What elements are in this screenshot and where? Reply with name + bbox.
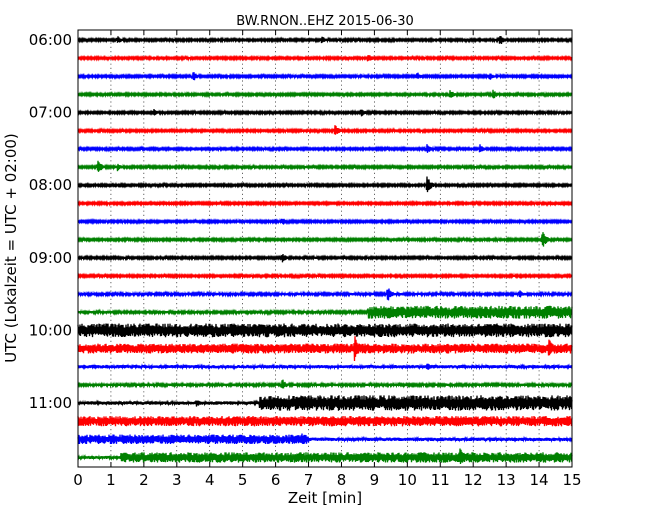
x-axis-label: Zeit [min] [288,489,362,507]
trace-line [77,125,573,135]
y-tick-label: 09:00 [29,249,72,267]
trace-line [77,108,573,117]
trace-line [77,89,573,99]
trace-line [77,336,573,362]
x-tick-label: 4 [205,471,215,489]
x-tick-label: 3 [172,471,182,489]
chart-title: BW.RNON..EHZ 2015-06-30 [236,14,414,29]
x-tick-label: 7 [304,471,314,489]
x-tick-label: 5 [238,471,248,489]
y-tick-label: 10:00 [29,321,72,339]
traces [77,35,573,464]
y-tick-label: 07:00 [29,104,72,122]
y-tick-label: 11:00 [29,394,72,412]
trace-line [77,176,573,193]
x-axis-ticks: 0 1 2 3 4 5 6 7 8 9 10 11 12 13 14 15 [73,30,582,489]
trace-line [77,395,573,411]
trace-line [77,72,573,81]
x-tick-label: 9 [370,471,380,489]
trace-line [77,448,573,464]
trace-line [77,288,573,301]
trace-line [77,433,573,445]
x-tick-label: 11 [431,471,450,489]
trace-line [77,254,573,263]
x-tick-label: 15 [562,471,581,489]
x-tick-label: 14 [530,471,549,489]
x-tick-label: 6 [271,471,281,489]
y-tick-label: 08:00 [29,176,72,194]
trace-line [77,305,573,319]
x-tick-label: 0 [73,471,83,489]
trace-line [77,272,573,280]
trace-line [77,54,573,62]
trace-line [77,144,573,153]
trace-line [77,379,573,389]
trace-line [77,35,573,44]
x-tick-label: 13 [497,471,516,489]
trace-line [77,232,573,247]
x-tick-label: 10 [398,471,417,489]
x-tick-label: 1 [106,471,116,489]
plot-area-frame [77,29,573,468]
x-tick-label: 2 [139,471,149,489]
trace-line [77,362,573,371]
trace-line [77,323,573,338]
y-axis-ticks: 06:00 07:00 08:00 09:00 10:00 11:00 [29,31,572,412]
trace-line [77,415,573,427]
trace-line [77,199,573,207]
y-axis-label: UTC (Lokalzeit = UTC + 02:00) [2,133,20,363]
x-tick-label: 12 [464,471,483,489]
y-tick-label: 06:00 [29,31,72,49]
grid [110,30,540,467]
trace-line [77,217,573,226]
trace-line [77,160,573,172]
x-tick-label: 8 [337,471,347,489]
